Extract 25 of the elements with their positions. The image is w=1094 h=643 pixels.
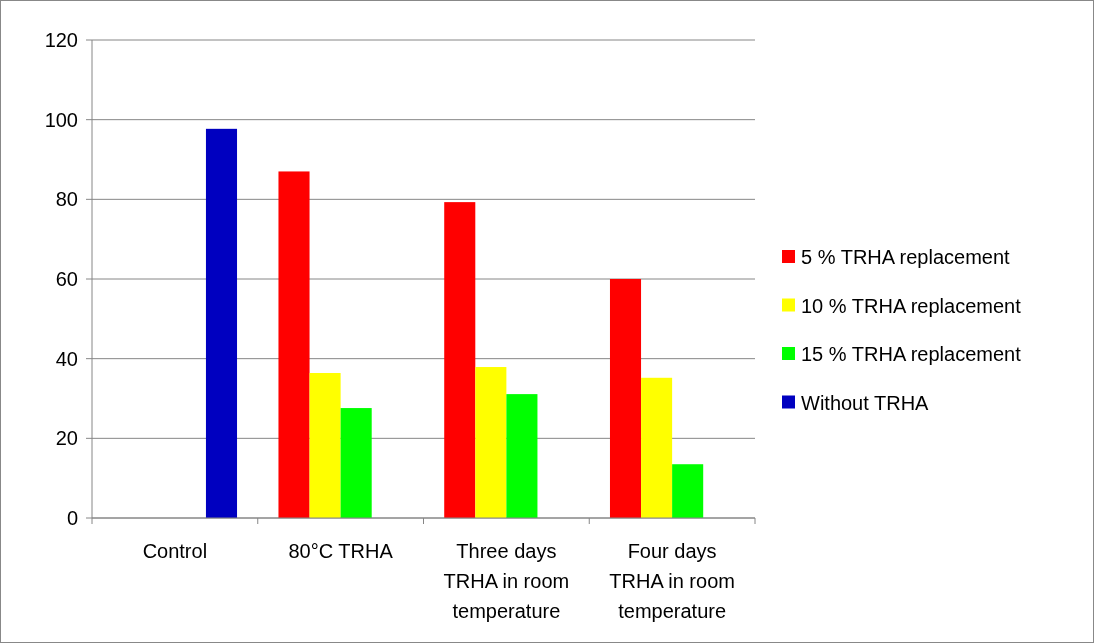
y-tick-label: 80 bbox=[55, 188, 78, 211]
x-tick-label: 80°C TRHA bbox=[288, 540, 394, 562]
bar bbox=[506, 394, 538, 518]
y-tick-label: 20 bbox=[55, 427, 78, 450]
legend-label: 15 % TRHA replacement bbox=[801, 343, 1022, 365]
y-tick-label: 40 bbox=[55, 347, 78, 370]
bar bbox=[205, 128, 238, 518]
bar bbox=[309, 373, 341, 518]
x-tick-label: Four days TRHA in room temperature bbox=[609, 540, 735, 622]
bar bbox=[278, 171, 310, 518]
x-tick-label: Control bbox=[142, 540, 208, 562]
legend-label: Without TRHA bbox=[801, 391, 930, 414]
legend-label: 5 % TRHA replacement bbox=[801, 246, 1011, 268]
y-tick-label: 60 bbox=[55, 268, 78, 290]
y-tick-label: 120 bbox=[44, 29, 78, 51]
x-tick-label: Three days TRHA in room temperature bbox=[443, 540, 570, 622]
y-tick-label: 0 bbox=[66, 507, 78, 529]
legend-label: 10 % TRHA replacement bbox=[801, 294, 1022, 317]
bar bbox=[641, 377, 673, 518]
bar bbox=[609, 279, 642, 518]
bar bbox=[672, 464, 704, 518]
bar bbox=[444, 202, 476, 518]
bar bbox=[340, 408, 372, 518]
bar bbox=[475, 367, 507, 518]
y-tick-label: 100 bbox=[44, 108, 78, 131]
